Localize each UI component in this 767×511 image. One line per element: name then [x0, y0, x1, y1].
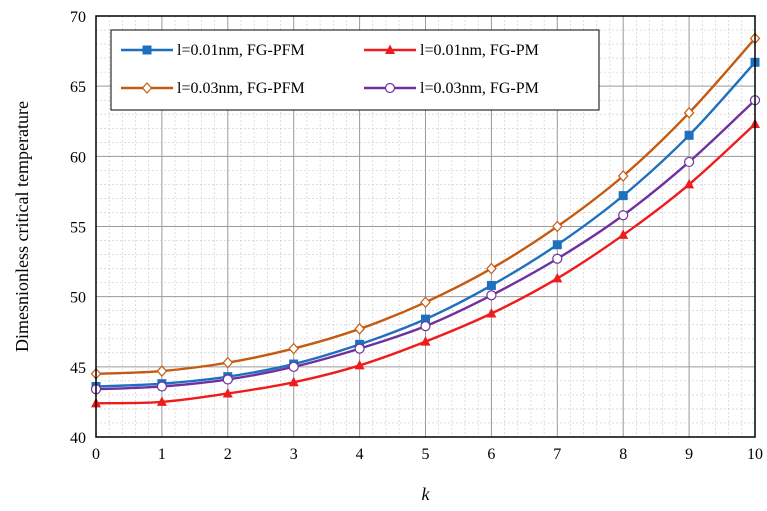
data-point: [222, 387, 233, 398]
data-point: [222, 374, 233, 385]
legend-entry: l=0.01nm, FG-PM: [364, 42, 539, 59]
legend-marker: [142, 45, 152, 55]
x-tick-label: 1: [158, 446, 166, 463]
data-point: [617, 170, 629, 182]
data-point: [551, 220, 563, 233]
data-point: [486, 308, 497, 318]
data-point: [552, 240, 562, 250]
x-tick-label: 0: [92, 446, 100, 463]
legend-marker: [384, 82, 396, 94]
y-axis-title: Dimesnionless critical temperature: [12, 101, 32, 352]
y-tick-label: 55: [70, 220, 86, 237]
x-tick-label: 8: [619, 446, 627, 463]
series-diamond-open: [90, 32, 761, 380]
data-point: [486, 290, 497, 301]
x-tick-label: 2: [224, 446, 232, 463]
data-point: [288, 342, 300, 355]
data-point: [684, 178, 695, 189]
x-tick-label: 5: [422, 446, 430, 463]
data-point: [222, 356, 234, 369]
y-tick-label: 40: [70, 430, 86, 447]
data-point: [421, 314, 430, 324]
data-point: [156, 396, 167, 406]
data-point: [683, 106, 695, 119]
x-tick-label: 9: [685, 446, 693, 463]
legend-entry: l=0.03nm, FG-PFM: [121, 80, 305, 97]
data-point: [420, 336, 431, 346]
legend: l=0.01nm, FG-PFM l=0.01nm, FG-PM l=0.03nm,…: [110, 29, 600, 111]
data-point: [684, 130, 694, 140]
data-point: [288, 361, 299, 372]
data-point: [354, 359, 365, 370]
legend-entry: l=0.03nm, FG-PM: [364, 80, 539, 97]
data-point: [486, 280, 496, 290]
legend-marker: [385, 44, 395, 54]
legend-label: l=0.01nm, FG-PM: [420, 42, 539, 59]
x-tick-label: 10: [747, 446, 763, 463]
x-tick-label: 4: [356, 446, 364, 463]
y-tick-label: 50: [70, 290, 86, 307]
data-point: [156, 381, 167, 392]
legend-box: [110, 29, 600, 111]
data-point: [354, 323, 365, 335]
x-tick-label: 3: [290, 446, 298, 463]
data-point: [552, 272, 563, 283]
x-tick-label: 7: [553, 446, 561, 463]
y-tick-label: 65: [70, 79, 86, 96]
series-layer: [90, 32, 761, 408]
data-point: [288, 376, 299, 387]
data-point: [486, 262, 497, 275]
plot-frame: [95, 15, 756, 438]
series-circle-open: [90, 95, 761, 395]
y-tick-label: 60: [70, 149, 86, 166]
y-tick-label: 70: [70, 9, 86, 26]
x-tick-label: 6: [487, 446, 495, 463]
legend-entry: l=0.01nm, FG-PFM: [121, 42, 305, 59]
data-point: [354, 343, 365, 354]
legend-label: l=0.01nm, FG-PFM: [177, 42, 305, 59]
data-point: [618, 191, 628, 201]
x-axis-title: k: [422, 484, 431, 504]
data-point: [156, 365, 168, 377]
data-point: [420, 321, 431, 332]
legend-label: l=0.03nm, FG-PM: [420, 80, 539, 97]
data-point: [683, 156, 695, 168]
legend-label: l=0.03nm, FG-PFM: [177, 80, 305, 97]
legend-marker: [141, 82, 153, 94]
data-point: [420, 296, 431, 309]
y-tick-label: 45: [70, 360, 86, 377]
data-point: [618, 229, 629, 239]
data-point: [618, 210, 629, 221]
data-point: [552, 253, 563, 264]
